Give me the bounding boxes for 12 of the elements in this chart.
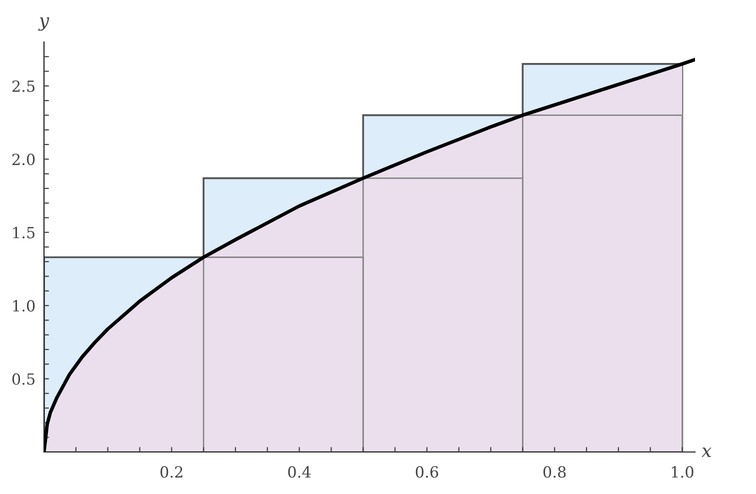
y-axis-title: y bbox=[38, 17, 50, 31]
x-tick-label: 0.4 bbox=[288, 466, 311, 478]
y-tick-label: 0.5 bbox=[12, 373, 34, 385]
x-tick-label: 0.8 bbox=[543, 466, 566, 478]
y-tick-label: 1.5 bbox=[13, 226, 34, 238]
x-tick-label: 0.2 bbox=[160, 466, 182, 478]
y-tick-label: 2.0 bbox=[12, 154, 35, 166]
x-tick-label: 1.0 bbox=[672, 466, 694, 478]
y-tick-label: 1.0 bbox=[13, 300, 35, 312]
y-tick-label: 2.5 bbox=[12, 80, 34, 92]
x-axis-title: x bbox=[702, 448, 712, 457]
x-tick-label: 0.6 bbox=[416, 466, 438, 478]
